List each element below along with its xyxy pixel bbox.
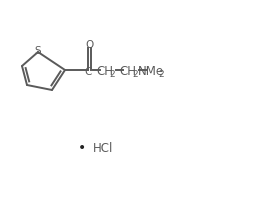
Text: C: C [84, 67, 92, 77]
Text: 2: 2 [109, 69, 115, 78]
Text: S: S [35, 46, 41, 56]
Text: HCl: HCl [93, 142, 113, 154]
Text: •: • [78, 141, 86, 155]
Text: 2: 2 [132, 69, 138, 78]
Text: 2: 2 [158, 69, 164, 78]
Text: CH: CH [96, 65, 114, 77]
Text: O: O [85, 40, 94, 50]
Text: NMe: NMe [138, 65, 164, 77]
Text: CH: CH [119, 65, 136, 77]
